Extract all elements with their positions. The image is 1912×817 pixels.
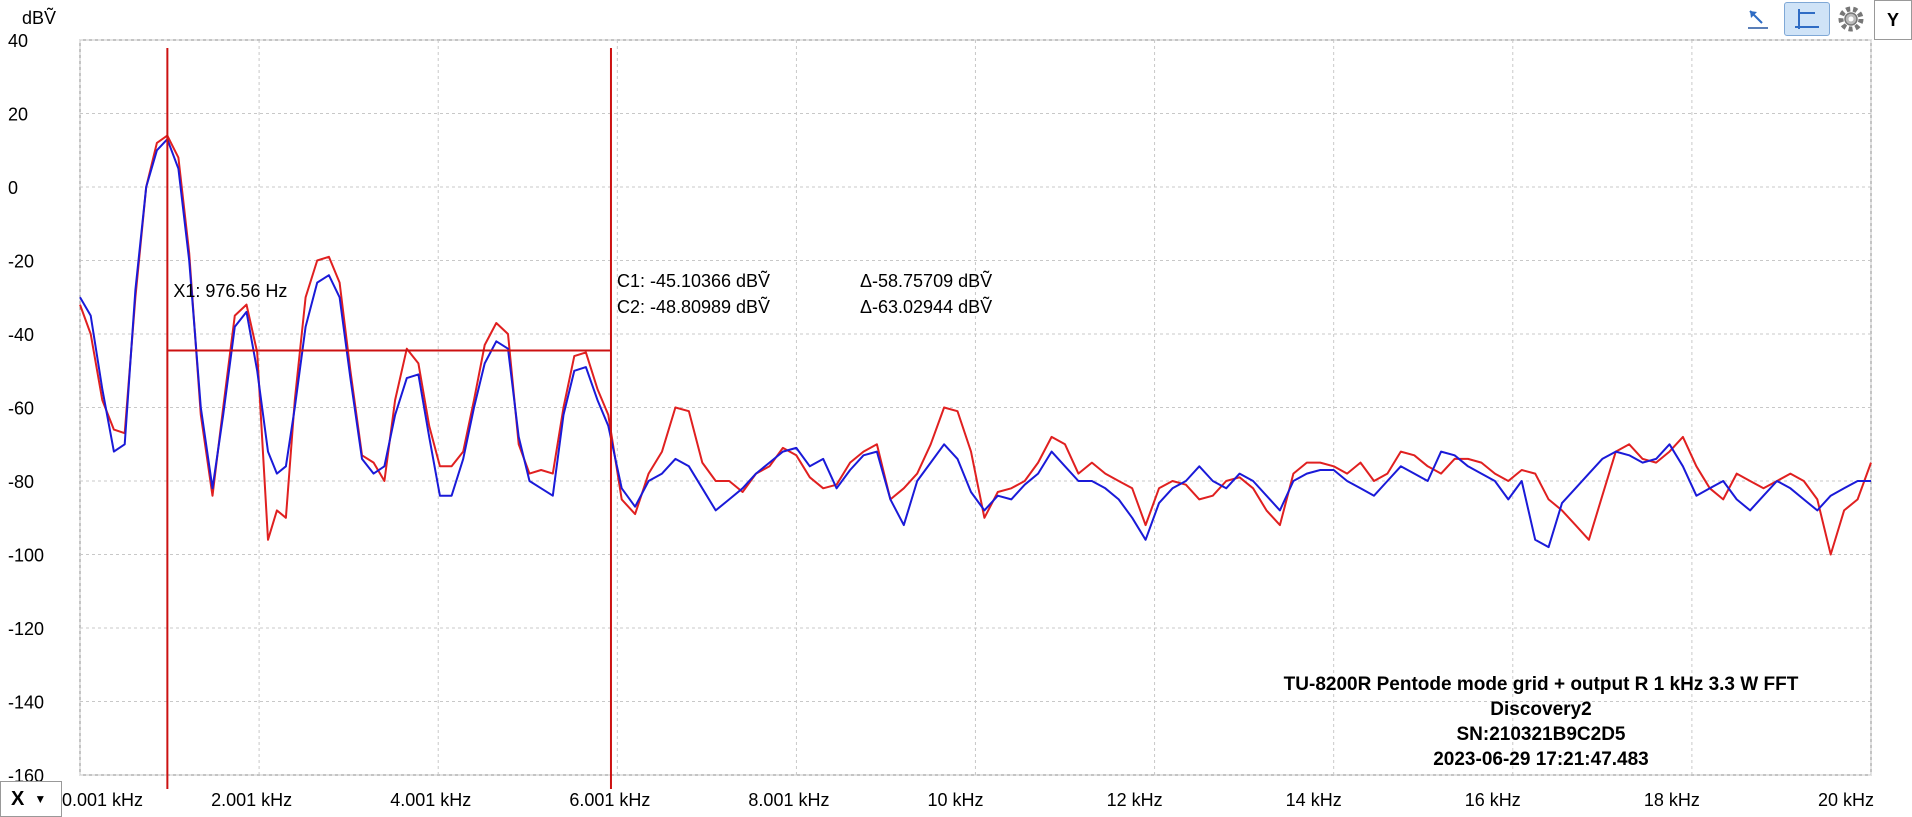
cursor-arrow-tool[interactable] (1740, 2, 1776, 36)
horizontal-cursor-tool[interactable] (1784, 2, 1830, 36)
series-line-red (79, 134, 1872, 556)
horizontal-cursor-icon (1795, 9, 1819, 29)
y-tick-label: -40 (8, 325, 34, 345)
y-tick-label: 0 (8, 178, 18, 198)
info-title: TU-8200R Pentode mode grid + output R 1 … (1284, 674, 1799, 695)
x-tick-label: 12 kHz (1107, 790, 1163, 810)
cursor-c2-readout: C2: -48.80989 dBṼ (617, 296, 770, 317)
x-tick-label: 10 kHz (927, 790, 983, 810)
cursor-x1-label: X1: 976.56 Hz (173, 281, 287, 301)
y-tick-label: -100 (8, 546, 44, 566)
x-tick-label: 2.001 kHz (211, 790, 292, 810)
info-timestamp: 2023-06-29 17:21:47.483 (1433, 749, 1649, 770)
x-tick-label: 14 kHz (1286, 790, 1342, 810)
x-tick-label: 16 kHz (1465, 790, 1521, 810)
x-tick-label: 20 kHz (1818, 790, 1874, 810)
gear-icon (1838, 6, 1864, 32)
y-tick-label: -120 (8, 619, 44, 639)
y-axis-label: dBṼ (22, 7, 56, 28)
y-tick-label: -60 (8, 399, 34, 419)
info-device: Discovery2 (1490, 699, 1591, 720)
cursor-d1-readout: Δ-58.75709 dBṼ (860, 270, 992, 291)
x-tick-label: 4.001 kHz (390, 790, 471, 810)
y-tick-label: -80 (8, 472, 34, 492)
cursor-c1-readout: C1: -45.10366 dBṼ (617, 270, 770, 291)
x-axis-button[interactable]: X ▼ (0, 781, 62, 817)
cursor-d2-readout: Δ-63.02944 dBṼ (860, 296, 992, 317)
x-axis-button-label: X (11, 787, 25, 810)
y-tick-label: -140 (8, 693, 44, 713)
settings-tool[interactable] (1834, 2, 1868, 36)
y-axis-button[interactable]: Y (1874, 0, 1912, 40)
x-tick-label: 0.001 kHz (62, 790, 143, 810)
info-serial: SN:210321B9C2D5 (1457, 724, 1626, 745)
cursor-arrow-icon (1748, 10, 1768, 29)
chevron-down-icon: ▼ (34, 792, 47, 806)
y-tick-label: 20 (8, 105, 28, 125)
x-tick-label: 6.001 kHz (569, 790, 650, 810)
series-line-blue (79, 138, 1871, 549)
x-tick-label: 18 kHz (1644, 790, 1700, 810)
y-tick-label: -20 (8, 252, 34, 272)
x-tick-label: 8.001 kHz (748, 790, 829, 810)
y-tick-label: 40 (8, 31, 28, 51)
